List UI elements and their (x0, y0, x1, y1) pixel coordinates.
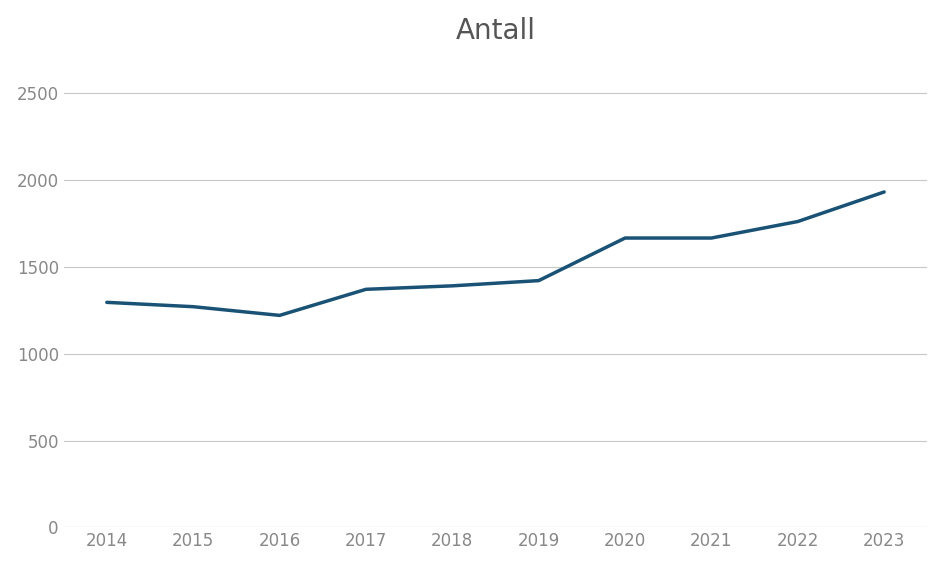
Title: Antall: Antall (456, 16, 535, 45)
